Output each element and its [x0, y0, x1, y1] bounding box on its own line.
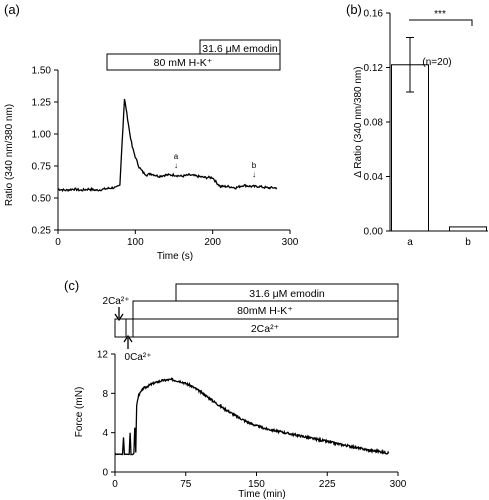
panel-a-axes: 0 100 200 300 0.25 0.50 0.75 1.00 1.25 1.50	[32, 66, 299, 249]
panel-c-xtick-label: 0	[112, 479, 118, 490]
panel-a-ytick-label: 0.50	[32, 194, 52, 205]
panel-c-xtick-label: 75	[180, 479, 192, 490]
panel-b-ytick-label: 0.08	[364, 118, 384, 129]
hk-bar-c-label: 80mM H-K⁺	[237, 305, 293, 317]
panel-a-ratio-trace	[57, 98, 278, 193]
panel-c-ylabel: Force (mN)	[74, 387, 85, 438]
panel-c-xlabel: Time (min)	[238, 489, 285, 500]
panel-c-treatment-bars: 31.6 μM emodin 80mM H-K⁺ 2Ca²⁺	[114, 283, 399, 338]
panel-c-ytick-label: 0	[102, 468, 108, 479]
ca-bar-c-label: 2Ca²⁺	[251, 323, 280, 335]
panel-a-ytick-label: 1.00	[32, 130, 52, 141]
panel-c-ytick-label: 4	[102, 428, 108, 439]
panel-a: (a) 31.6 μM emodin 80 mM H-K⁺ 0 100 200 300…	[4, 2, 299, 262]
arrow-top-label: 2Ca²⁺	[103, 296, 130, 307]
significance-line	[409, 19, 473, 26]
arrow-top-head	[114, 313, 124, 322]
panel-c-force-trace	[114, 377, 390, 456]
panel-b-ytick-label: 0.12	[364, 63, 384, 74]
hk-bar-a	[106, 53, 281, 71]
panel-a-ytick-label: 1.50	[32, 66, 52, 77]
panel-c-xtick-label: 150	[248, 479, 265, 490]
panel-b-ytick-label: 0.00	[364, 227, 384, 238]
marker-a-arrow: ↓	[174, 161, 178, 170]
panel-a-treatment-bars: 31.6 μM emodin 80 mM H-K⁺	[106, 39, 281, 71]
category-label-b: b	[465, 237, 471, 248]
panel-a-label: (a)	[4, 2, 20, 17]
marker-a-label: a	[174, 152, 179, 161]
panel-b-label: (b)	[346, 2, 362, 17]
panel-a-xlabel: Time (s)	[157, 251, 193, 262]
panel-c-xtick-label: 300	[390, 479, 407, 490]
panel-b-ylabel: Δ Ratio (340 nm/380 nm)	[353, 66, 364, 177]
emodin-bar-c-label: 31.6 μM emodin	[249, 288, 325, 300]
significance-bracket: ***	[409, 9, 473, 26]
category-label-a: a	[407, 237, 413, 248]
panel-a-xtick-label: 200	[204, 237, 221, 248]
panel-c-axis-lines	[114, 354, 398, 473]
panel-b-axes: 0.00 0.04 0.08 0.12 0.16	[364, 9, 488, 238]
significance-stars: ***	[434, 9, 446, 20]
panel-b-ytick-label: 0.16	[364, 9, 384, 20]
panel-a-xtick-label: 100	[127, 237, 144, 248]
panel-a-ylabel: Ratio (340 nm/380 nm)	[4, 104, 15, 206]
calcium-arrows: 2Ca²⁺ 0Ca²⁺	[103, 296, 152, 363]
panel-a-axis-lines	[57, 70, 290, 231]
panel-c-label: (c)	[64, 278, 79, 293]
panel-b-ytick-label: 0.04	[364, 172, 384, 183]
panel-a-xtick-label: 300	[282, 237, 299, 248]
panel-c-axes: 0 75 150 225 300 0 4 8 12	[97, 350, 407, 491]
arrow-bottom-head	[123, 334, 133, 343]
marker-b-arrow: ↓	[252, 170, 256, 179]
panel-c-ytick-label: 8	[102, 389, 108, 400]
bar-b	[449, 226, 487, 232]
n-label: (n=20)	[422, 57, 451, 68]
panel-a-ytick-label: 1.25	[32, 98, 52, 109]
panel-a-ytick-label: 0.25	[32, 226, 52, 237]
hk-bar-a-label: 80 mM H-K⁺	[154, 57, 213, 69]
emodin-bar-a-label: 31.6 μM emodin	[202, 43, 278, 55]
panel-a-markers: a ↓ b ↓	[174, 152, 257, 179]
panel-a-ytick-label: 0.75	[32, 162, 52, 173]
panel-a-xtick-label: 0	[55, 237, 61, 248]
arrow-bottom-label: 0Ca²⁺	[125, 352, 152, 363]
panel-c-ytick-label: 12	[97, 350, 109, 361]
ca-bar-c	[114, 318, 399, 338]
panel-c-xtick-label: 225	[319, 479, 336, 490]
panel-c: (c) 31.6 μM emodin 80mM H-K⁺ 2Ca²⁺ 2Ca²⁺…	[64, 278, 407, 500]
marker-b-label: b	[252, 161, 257, 170]
